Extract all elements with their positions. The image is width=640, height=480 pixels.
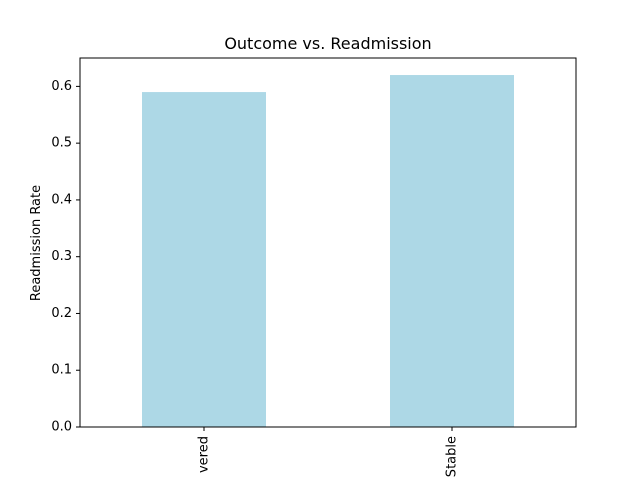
x-tick-label-1: Stable	[445, 436, 460, 477]
y-tick-label-6: 0.6	[51, 79, 72, 94]
x-axis-ticks: vered Stable	[197, 427, 460, 477]
y-axis-label: Readmission Rate	[29, 185, 44, 301]
chart-title: Outcome vs. Readmission	[224, 34, 431, 53]
y-tick-label-4: 0.4	[51, 192, 72, 207]
bars-group	[142, 75, 514, 428]
y-tick-label-5: 0.5	[51, 136, 72, 151]
bar-1	[390, 75, 514, 428]
y-tick-label-3: 0.3	[51, 249, 72, 264]
x-tick-label-0: vered	[197, 436, 212, 473]
bar-0	[142, 92, 266, 428]
y-tick-label-1: 0.1	[51, 363, 72, 378]
y-axis-ticks: 0.0 0.1 0.2 0.3 0.4 0.5 0.6	[51, 79, 80, 435]
y-tick-label-0: 0.0	[51, 420, 72, 435]
plot-area-frame	[79, 57, 577, 428]
y-tick-label-2: 0.2	[51, 306, 72, 321]
